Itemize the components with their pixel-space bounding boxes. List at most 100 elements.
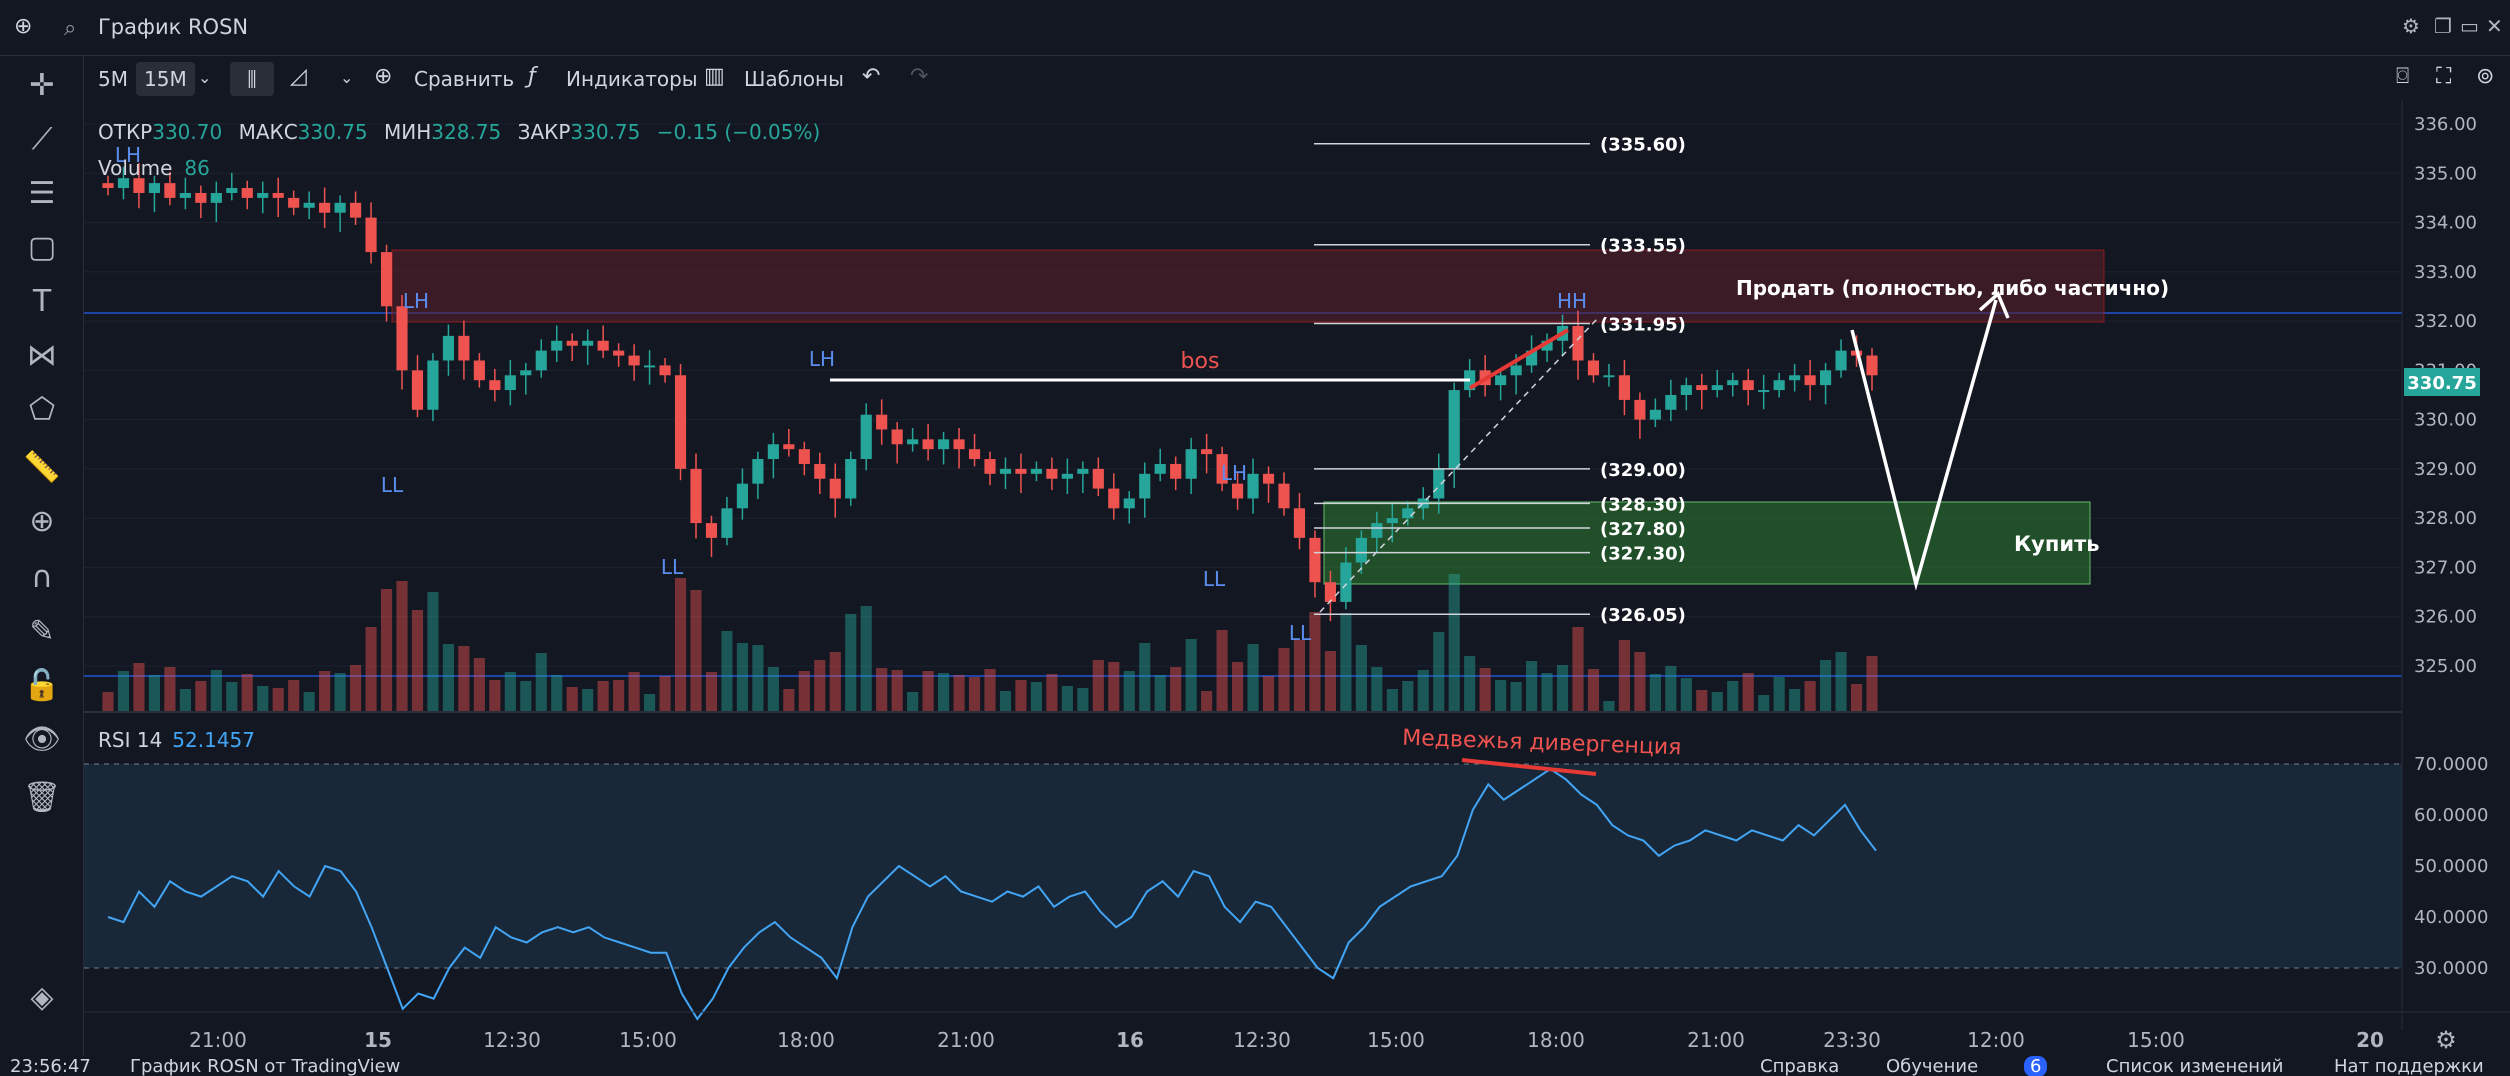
ruler-icon[interactable]: 📏 xyxy=(23,450,61,485)
candle[interactable] xyxy=(257,181,269,214)
fib-level[interactable]: (328.30) xyxy=(1314,494,1686,515)
candle[interactable] xyxy=(1371,511,1383,554)
templates-button[interactable]: Шаблоны xyxy=(744,67,844,91)
candle[interactable] xyxy=(380,244,393,322)
candle[interactable] xyxy=(179,177,191,210)
candle[interactable] xyxy=(288,190,300,216)
candle[interactable] xyxy=(1603,363,1615,387)
candle[interactable] xyxy=(1077,461,1089,494)
zoom-icon[interactable]: ⊕ xyxy=(29,504,55,539)
candle[interactable] xyxy=(1262,466,1275,503)
projection-path[interactable] xyxy=(1850,299,1998,591)
settings-icon[interactable]: ⚙ xyxy=(2402,14,2420,38)
candle[interactable] xyxy=(891,422,903,464)
candle[interactable] xyxy=(1278,472,1290,516)
candle[interactable] xyxy=(1789,363,1801,392)
candle[interactable] xyxy=(1820,362,1832,405)
candle[interactable] xyxy=(1170,456,1182,491)
candle[interactable] xyxy=(303,191,315,220)
candle[interactable] xyxy=(1680,377,1692,411)
fib-level[interactable]: (327.30) xyxy=(1314,544,1686,565)
fib-level[interactable]: (335.60) xyxy=(1314,135,1686,156)
candle[interactable] xyxy=(1030,461,1042,482)
candle[interactable] xyxy=(1154,448,1166,482)
candle[interactable] xyxy=(644,350,656,385)
compare-icon[interactable]: ⊕ xyxy=(374,64,393,89)
candle[interactable] xyxy=(241,180,253,210)
magnet-icon[interactable]: ∩ xyxy=(31,560,53,595)
fib-icon[interactable]: ☰ xyxy=(28,176,56,211)
candle[interactable] xyxy=(334,195,346,232)
search-icon[interactable]: ⌕ xyxy=(64,16,77,41)
candle[interactable] xyxy=(1758,374,1770,410)
text-icon[interactable]: T xyxy=(32,284,52,319)
candle[interactable] xyxy=(814,452,826,495)
area-chart-icon[interactable]: ◿ xyxy=(290,64,307,89)
minimize-icon[interactable]: ▭ xyxy=(2460,14,2479,38)
candle[interactable] xyxy=(674,363,687,481)
candle[interactable] xyxy=(829,463,841,518)
rsi-line[interactable] xyxy=(107,767,1877,1021)
candle[interactable] xyxy=(1526,335,1538,373)
candle[interactable] xyxy=(133,162,145,209)
candle[interactable] xyxy=(1232,472,1244,510)
fib-level[interactable]: (331.95) xyxy=(1314,315,1686,336)
compare-button[interactable]: Сравнить xyxy=(414,67,515,91)
candle[interactable] xyxy=(1835,339,1847,378)
help-link[interactable]: Справка xyxy=(1760,1056,1840,1076)
candle[interactable] xyxy=(319,187,331,228)
candle[interactable] xyxy=(1665,379,1677,422)
chevron-down-icon[interactable]: ⌄ xyxy=(198,68,212,87)
candle[interactable] xyxy=(690,453,702,539)
candle[interactable] xyxy=(767,432,779,479)
rectangle-icon[interactable]: ▢ xyxy=(27,230,57,265)
candle[interactable] xyxy=(1123,491,1135,524)
candle[interactable] xyxy=(473,353,485,388)
candle[interactable] xyxy=(705,515,718,558)
changelog-link[interactable]: Список изменений xyxy=(2106,1056,2284,1076)
candle[interactable] xyxy=(1804,360,1816,401)
candle[interactable] xyxy=(195,185,207,219)
candle[interactable] xyxy=(1696,373,1708,410)
eye-icon[interactable]: 👁 xyxy=(22,722,62,757)
candle[interactable] xyxy=(1866,348,1878,391)
templates-icon[interactable]: ▥ xyxy=(704,64,725,89)
candle[interactable] xyxy=(1216,446,1228,492)
candle[interactable] xyxy=(350,191,362,226)
candle[interactable] xyxy=(1139,462,1151,518)
candle[interactable] xyxy=(1386,502,1398,543)
candle[interactable] xyxy=(566,333,578,361)
candle[interactable] xyxy=(721,496,733,546)
candle[interactable] xyxy=(520,362,532,395)
learning-link[interactable]: Обучение xyxy=(1886,1056,1979,1076)
interval-15m-button[interactable]: 15M xyxy=(136,62,195,96)
candle[interactable] xyxy=(551,325,563,362)
candle[interactable] xyxy=(907,427,919,452)
candle[interactable] xyxy=(396,294,408,390)
candle[interactable] xyxy=(798,441,810,476)
chart-by-link[interactable]: График ROSN от TradingView xyxy=(130,1056,401,1076)
price-chart[interactable]: (335.60) (333.55) (331.95) (329.00) (328.30)… xyxy=(84,100,2510,1056)
sell-zone[interactable] xyxy=(391,249,2105,323)
candle[interactable] xyxy=(984,451,996,486)
candle[interactable] xyxy=(102,175,114,196)
candle[interactable] xyxy=(1773,372,1785,398)
candle[interactable] xyxy=(876,399,888,445)
candle[interactable] xyxy=(1309,530,1321,598)
crosshair-icon[interactable]: ✛ xyxy=(29,68,55,103)
undo-icon[interactable]: ↶ xyxy=(862,64,881,89)
candle[interactable] xyxy=(860,403,872,471)
candle[interactable] xyxy=(148,175,160,213)
candle[interactable] xyxy=(442,324,454,376)
candle[interactable] xyxy=(659,358,671,383)
candle[interactable] xyxy=(1587,353,1600,383)
add-tab-icon[interactable]: ⊕ xyxy=(14,14,33,39)
candles-icon[interactable]: ⫼ xyxy=(230,62,274,96)
axis-settings-icon[interactable]: ⚙ xyxy=(2435,1026,2457,1054)
candle[interactable] xyxy=(1572,310,1584,380)
candle[interactable] xyxy=(210,181,222,223)
candle[interactable] xyxy=(953,427,965,469)
fib-level[interactable]: (329.00) xyxy=(1314,460,1686,481)
candle[interactable] xyxy=(1324,570,1336,622)
candle[interactable] xyxy=(1046,457,1058,491)
